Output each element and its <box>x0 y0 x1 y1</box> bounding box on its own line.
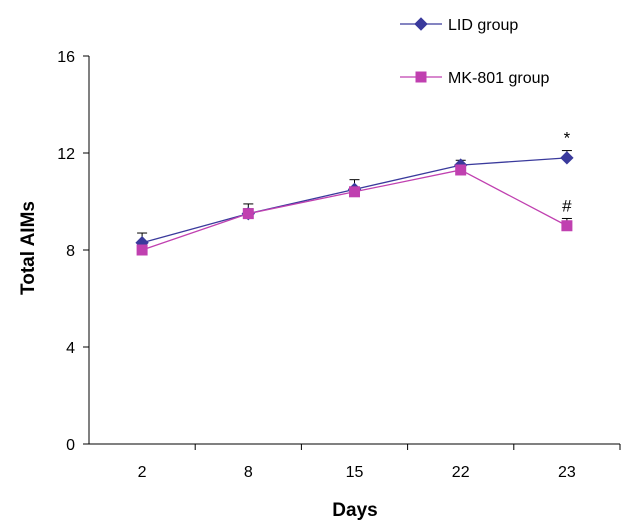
series-line <box>141 157 567 244</box>
data-point <box>349 186 360 198</box>
y-tick-label: 12 <box>57 146 75 163</box>
legend: LID group MK-801 group <box>400 17 549 87</box>
x-tick-label: 8 <box>244 464 253 481</box>
y-ticks: 0 4 8 12 16 <box>57 49 89 454</box>
data-point <box>136 244 148 256</box>
y-tick-label: 4 <box>66 340 75 357</box>
data-point <box>242 208 254 220</box>
significance-marker: # <box>562 196 572 215</box>
data-point <box>455 164 467 176</box>
x-ticks: 2 8 15 22 23 <box>138 444 621 481</box>
series-lid <box>135 150 574 250</box>
chart-axes <box>88 56 620 445</box>
data-point <box>560 151 574 165</box>
y-tick-label: 8 <box>66 243 75 260</box>
y-tick-label: 0 <box>66 437 75 454</box>
x-axis-title: Days <box>332 500 377 521</box>
legend-marker <box>414 17 428 31</box>
legend-label: LID group <box>448 17 518 34</box>
legend-label: MK-801 group <box>448 70 549 87</box>
legend-marker <box>415 71 427 83</box>
x-tick-label: 22 <box>452 464 470 481</box>
x-tick-label: 2 <box>138 464 147 481</box>
significance-marker: * <box>564 129 571 148</box>
y-tick-label: 16 <box>57 49 75 66</box>
legend-item: MK-801 group <box>400 70 549 87</box>
y-axis-title: Total AIMs <box>18 201 39 295</box>
x-tick-label: 15 <box>346 464 364 481</box>
series-group <box>135 150 574 256</box>
legend-item: LID group <box>400 17 518 34</box>
data-point <box>561 220 573 232</box>
annotations: *# <box>562 129 572 216</box>
series-mk801 <box>136 164 573 256</box>
x-tick-label: 23 <box>558 464 576 481</box>
